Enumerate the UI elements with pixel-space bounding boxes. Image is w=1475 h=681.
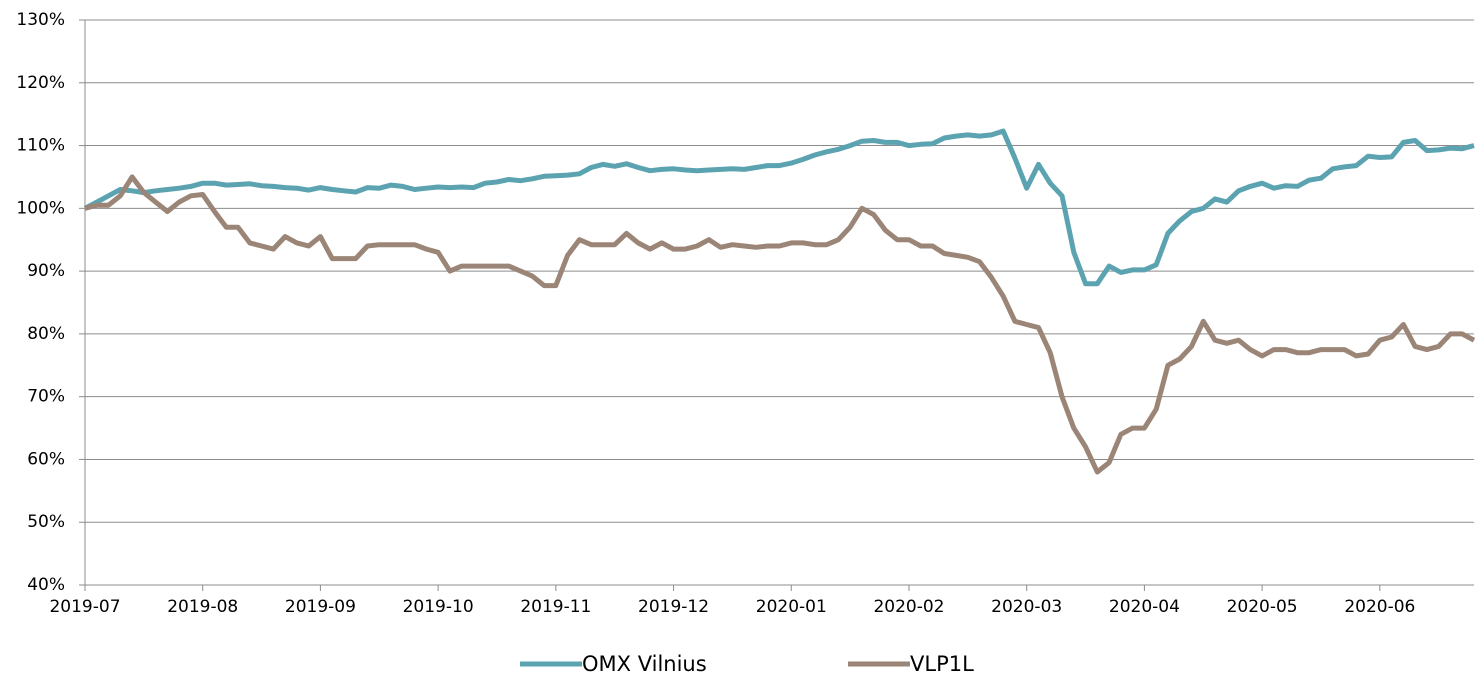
x-tick-label: 2020-06	[1344, 597, 1415, 617]
x-tick-label: 2019-12	[638, 597, 709, 617]
y-tick-label: 50%	[27, 512, 65, 532]
x-tick-label: 2019-11	[520, 597, 591, 617]
x-tick-label: 2019-08	[167, 597, 238, 617]
legend: OMX Vilnius VLP1L	[520, 652, 974, 676]
y-tick-label: 40%	[27, 575, 65, 595]
x-tick-label: 2020-01	[756, 597, 827, 617]
x-tick-label: 2020-04	[1109, 597, 1180, 617]
x-tick-label: 2019-10	[403, 597, 474, 617]
y-tick-label: 80%	[27, 324, 65, 344]
x-tick-label: 2020-02	[873, 597, 944, 617]
x-tick-label: 2020-05	[1227, 597, 1298, 617]
y-tick-label: 110%	[16, 136, 65, 156]
series-line	[84, 174, 1475, 475]
legend-label: OMX Vilnius	[582, 652, 707, 676]
x-tick-label: 2020-03	[991, 597, 1062, 617]
y-tick-label: 100%	[16, 198, 65, 218]
legend-label: VLP1L	[910, 652, 974, 676]
x-tick-label: 2019-07	[49, 597, 120, 617]
y-tick-label: 120%	[16, 73, 65, 93]
x-tick-label: 2019-09	[285, 597, 356, 617]
y-tick-label: 70%	[27, 387, 65, 407]
y-tick-label: 130%	[16, 10, 65, 30]
y-tick-label: 90%	[27, 261, 65, 281]
series-line	[83, 128, 1475, 287]
y-tick-label: 60%	[27, 449, 65, 469]
